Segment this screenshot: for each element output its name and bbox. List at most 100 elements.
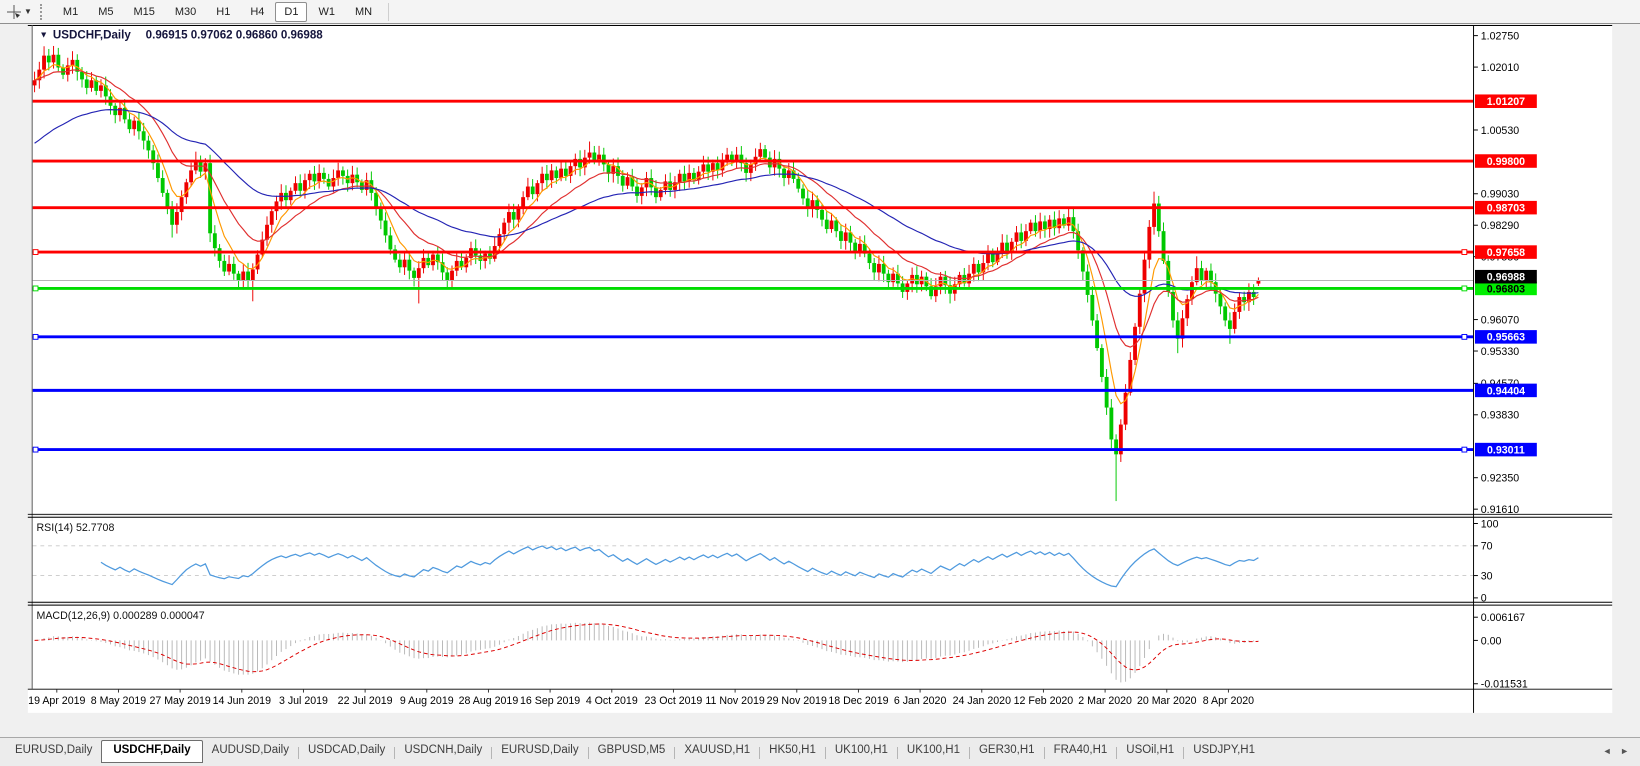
rsi-tick-30: 30 [1481,570,1493,582]
price-tick-0.99030: 0.99030 [1481,189,1519,201]
price-axis-background [1474,25,1613,713]
pane-splitter-rsi[interactable] [27,513,1613,518]
date-label: 9 Aug 2019 [400,695,454,707]
tab-fra40-h1[interactable]: FRA40,H1 [1053,744,1108,756]
pane-splitter-macd[interactable] [27,601,1613,606]
tab-eurusd-daily[interactable]: EURUSD,Daily [501,744,579,756]
tab-xauusd-h1[interactable]: XAUUSD,H1 [684,744,751,756]
hline-0.97658[interactable] [32,249,1474,255]
chart-tab-bar: EURUSD,Daily USDCHF,Daily AUDUSD,Daily USDC… [0,737,1640,766]
date-label: 18 Dec 2019 [828,695,888,707]
date-label: 23 Oct 2019 [645,695,703,707]
price-badge-0.99800: 0.99800 [1475,154,1537,168]
hline-handle[interactable] [1461,333,1468,340]
timeframe-button-m5[interactable]: M5 [98,5,114,18]
tab-uk100-h1[interactable]: UK100,H1 [834,744,888,756]
timeframe-button-m1[interactable]: M1 [62,5,79,18]
hline-handle[interactable] [32,446,39,453]
date-label: 6 Jan 2020 [894,695,947,707]
timeframe-button-mn[interactable]: MN [354,5,373,18]
toolbar-grip-handle[interactable] [39,3,45,20]
tab-separator [968,747,970,759]
tab-usdcad-daily[interactable]: USDCAD,Daily [307,744,386,756]
moving-average-lines [34,63,1259,405]
chart-title-ohlc: 0.96915 0.97062 0.96860 0.96988 [146,30,324,42]
date-axis-background [27,689,1613,713]
tab-usdcnh-daily[interactable]: USDCNH,Daily [404,744,483,756]
hline-0.95663[interactable] [32,333,1474,340]
tab-uk100-h1[interactable]: UK100,H1 [906,744,960,756]
svg-text:0.95663: 0.95663 [1487,332,1525,344]
timeframe-button-m30[interactable]: M30 [174,5,197,18]
rsi-indicator-line [32,545,1474,588]
tab-hk50-h1[interactable]: HK50,H1 [769,744,816,756]
hline-handle[interactable] [32,249,39,255]
timeframe-button-w1[interactable]: W1 [318,5,335,18]
timeframe-button-h1[interactable]: H1 [216,5,231,18]
main-chart-pane[interactable] [31,25,1474,514]
tab-gbpusd-m5[interactable]: GBPUSD,M5 [597,744,666,756]
rsi-pane[interactable] [31,517,1474,602]
tab-usdchf-daily[interactable]: USDCHF,Daily [101,740,203,763]
tab-separator [1183,747,1185,759]
date-label: 16 Sep 2019 [520,695,580,707]
price-tick-0.98290: 0.98290 [1481,220,1519,232]
hline-0.93011[interactable] [32,446,1474,453]
hline-0.96803[interactable] [32,285,1474,292]
price-tick-0.93830: 0.93830 [1481,410,1519,422]
hline-handle[interactable] [1461,249,1468,255]
date-label: 28 Aug 2019 [459,695,519,707]
price-tick-0.95330: 0.95330 [1481,346,1519,358]
price-badge-0.97658: 0.97658 [1475,245,1537,259]
price-tick-0.92350: 0.92350 [1481,473,1519,485]
price-tick-0.96070: 0.96070 [1481,314,1519,326]
tab-separator [674,747,676,759]
date-label: 27 May 2019 [149,695,210,707]
date-label: 4 Oct 2019 [586,695,638,707]
tab-separator [394,747,396,759]
horizontal-support-resistance-lines[interactable] [32,99,1474,453]
pane-borders [27,25,1613,713]
timeframe-button-h4[interactable]: H4 [250,5,265,18]
date-label: 24 Jan 2020 [953,695,1012,707]
tab-usdjpy-h1[interactable]: USDJPY,H1 [1193,744,1255,756]
tab-audusd-daily[interactable]: AUDUSD,Daily [211,744,289,756]
hline-handle[interactable] [32,333,39,340]
price-tick-1.00530: 1.00530 [1481,125,1519,137]
macd-tick-0.006167: 0.006167 [1481,612,1525,624]
price-tick-1.02750: 1.02750 [1481,30,1519,42]
macd-tick-0.00: 0.00 [1481,635,1502,647]
price-tick-1.02010: 1.02010 [1481,62,1519,74]
timeframe-button-d1[interactable]: D1 [275,1,308,22]
price-badge-0.94404: 0.94404 [1475,383,1537,397]
tab-separator [1116,747,1118,759]
hline-handle[interactable] [1461,285,1468,292]
date-label: 14 Jun 2019 [213,695,272,707]
tab-usoil-h1[interactable]: USOil,H1 [1126,744,1175,756]
date-label: 20 Mar 2020 [1137,695,1197,707]
hline-handle[interactable] [1461,446,1468,453]
timeframe-button-m15[interactable]: M15 [133,5,155,18]
cursor-tool-dropdown-icon[interactable]: ▼ [24,7,32,16]
crosshair-cursor-tool-icon[interactable] [6,4,22,20]
date-axis: 19 Apr 2019 8 May 2019 27 May 2019 14 Jun 2… [28,689,1254,707]
price-badge-1.01207: 1.01207 [1475,94,1537,108]
tabs-scroll-right-icon[interactable]: ► [1620,746,1632,756]
tabs-scroll-left-icon[interactable]: ◄ [1602,746,1615,756]
svg-text:0.94404: 0.94404 [1487,385,1525,397]
tab-separator [1043,747,1045,759]
tab-separator [896,747,898,759]
top-toolbar: ▼ M1 M5 M15 M30 H1 H4 D1 W1 MN [0,0,1640,24]
svg-text:0.97658: 0.97658 [1487,247,1525,259]
chart-title-marker[interactable]: ▼ [39,30,48,40]
svg-text:0.98703: 0.98703 [1487,203,1525,215]
tab-separator [587,747,589,759]
tab-ger30-h1[interactable]: GER30,H1 [978,744,1035,756]
svg-text:0.96988: 0.96988 [1487,272,1525,284]
chart-title-symbol: USDCHF,Daily [53,30,131,42]
date-label: 8 Apr 2020 [1203,695,1254,707]
chart-area[interactable]: 1.027501.020101.005300.990300.982900.975… [0,25,1640,737]
price-badge-0.96988: 0.96988 [1475,269,1537,284]
hline-handle[interactable] [32,285,39,292]
tab-eurusd-daily[interactable]: EURUSD,Daily [15,744,93,756]
